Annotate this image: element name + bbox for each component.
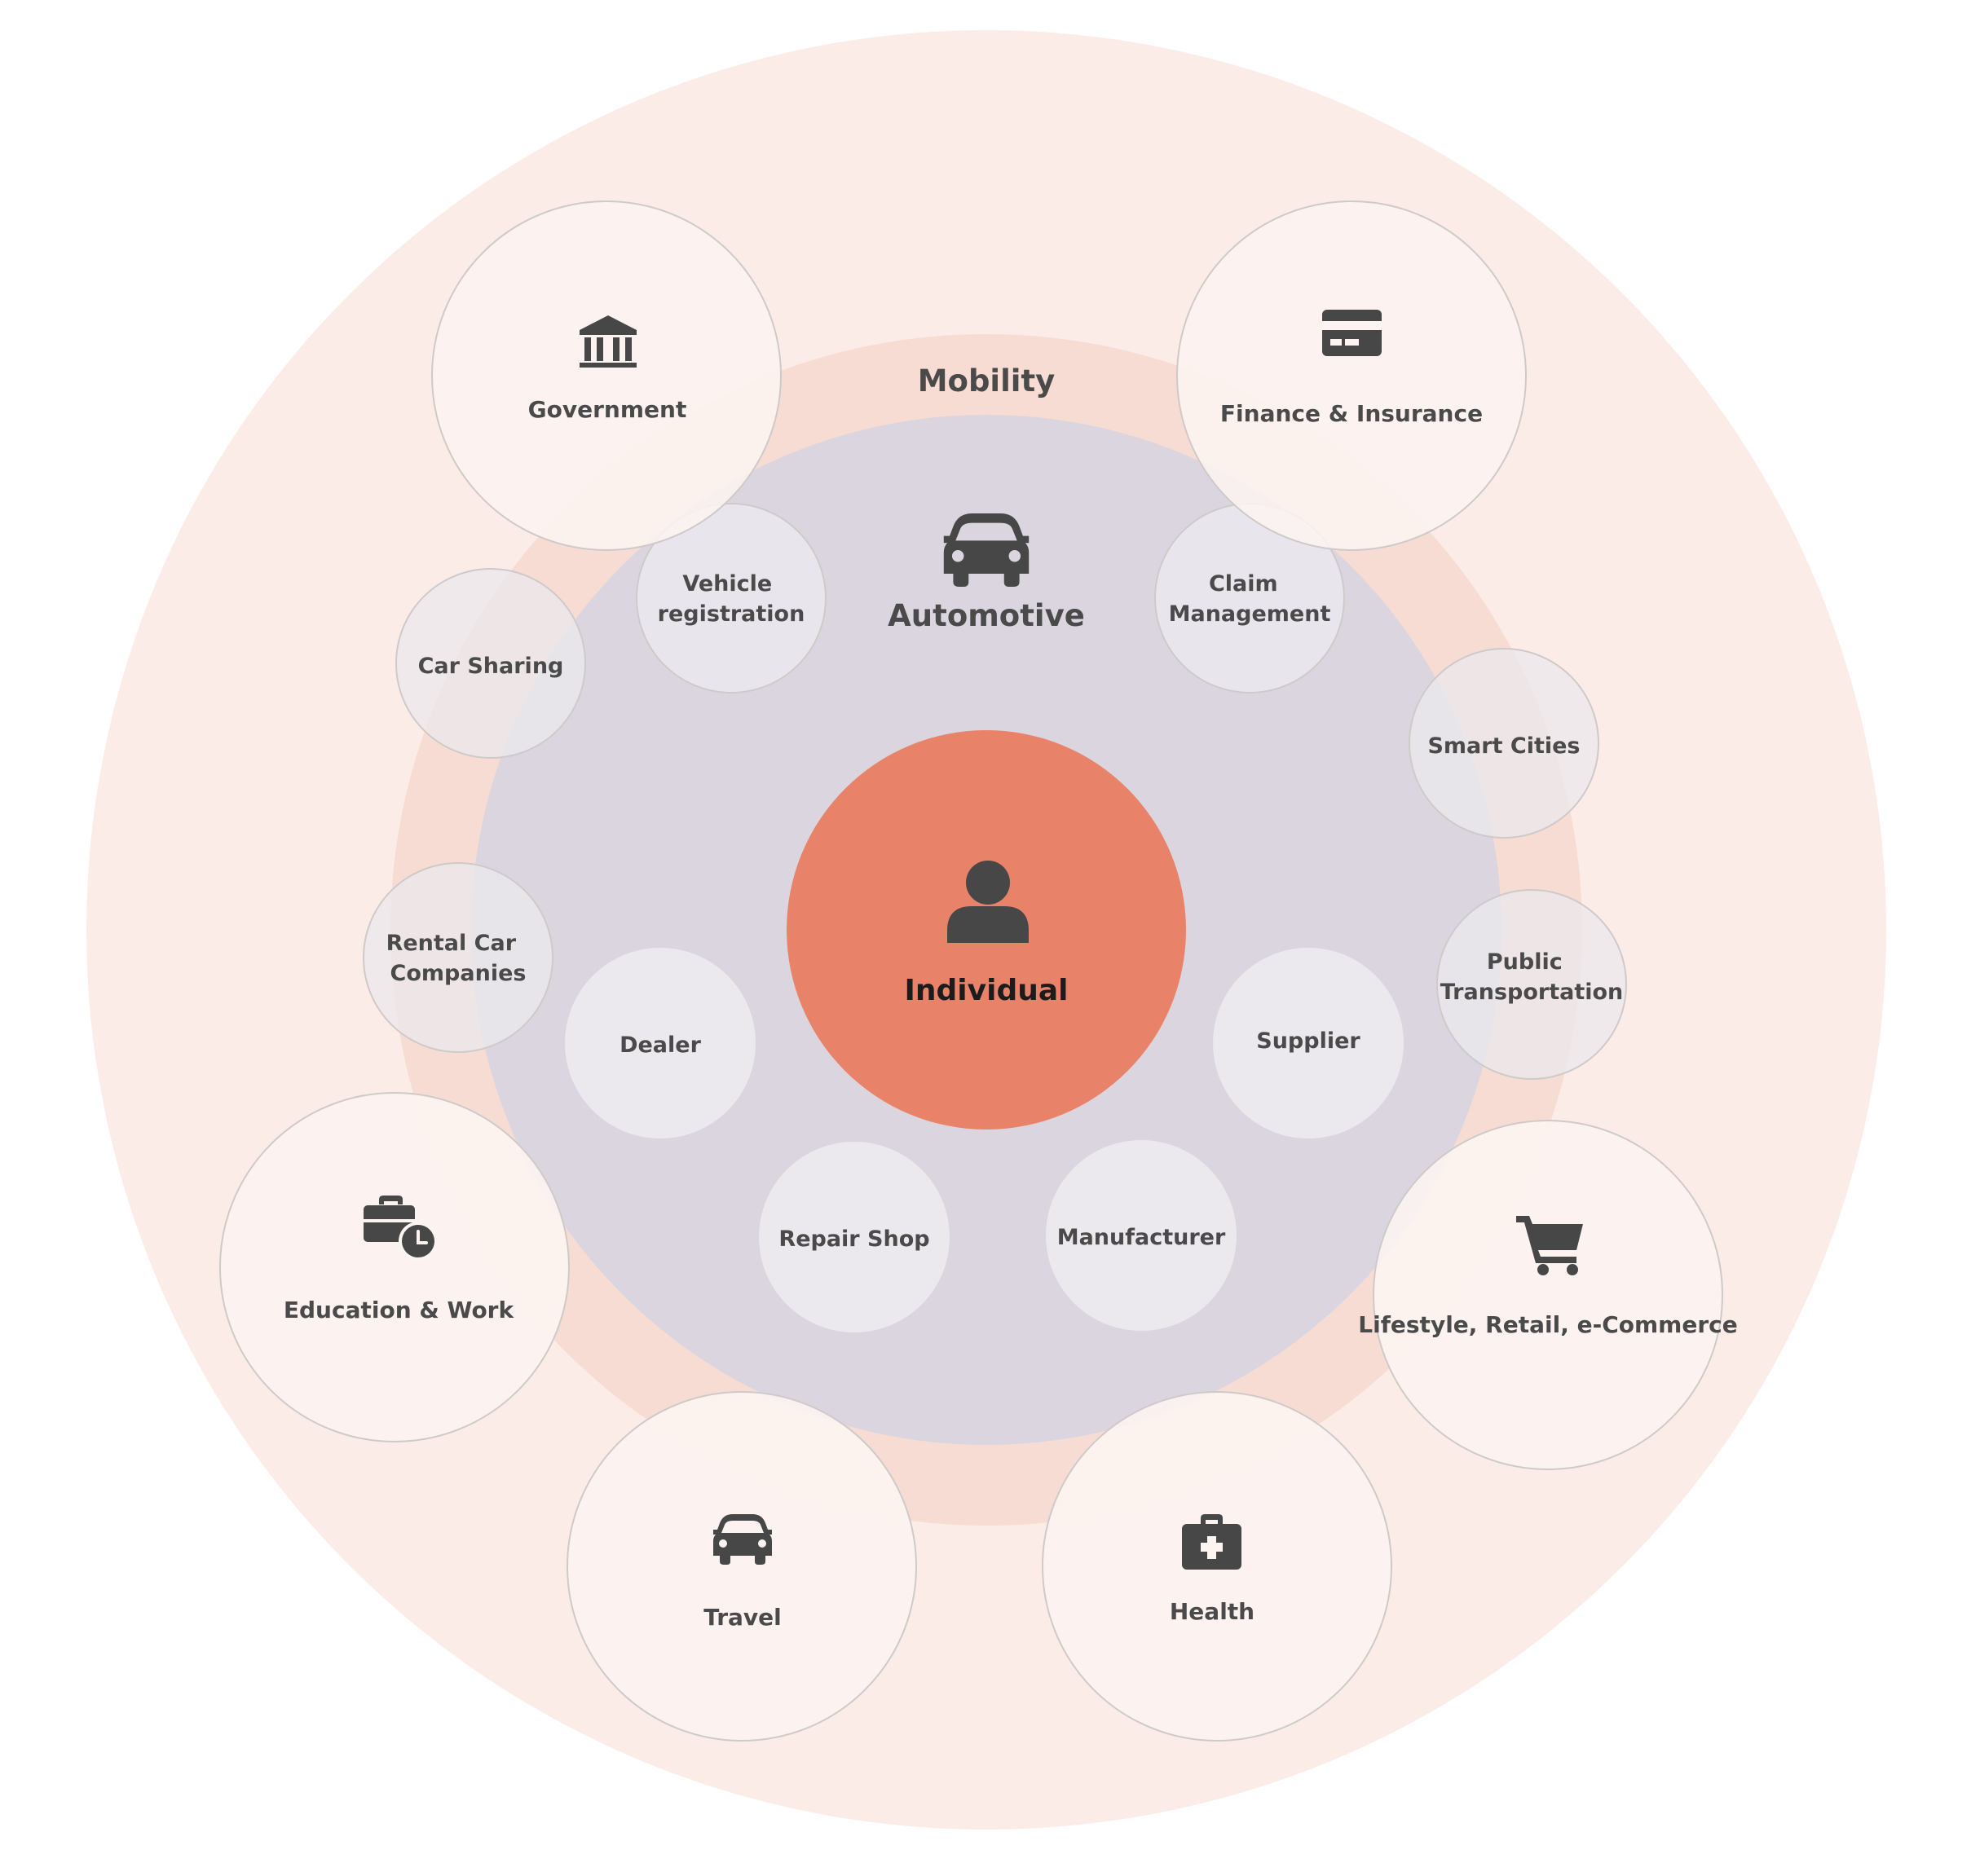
center-label: Individual <box>905 974 1069 1007</box>
node-label: Dealer <box>620 1033 702 1058</box>
node-rental-car-companies[interactable]: Rental Car Companies <box>363 862 553 1053</box>
credit-card-icon <box>1322 310 1382 356</box>
node-finance-insurance[interactable]: Finance & Insurance <box>1176 200 1527 551</box>
automotive-label: Automotive <box>888 598 1085 633</box>
mobility-label: Mobility <box>918 363 1056 399</box>
node-label: Car Sharing <box>418 654 564 679</box>
node-label: Travel <box>703 1604 782 1631</box>
node-supplier[interactable]: Supplier <box>1213 948 1404 1138</box>
center-node[interactable]: Individual <box>787 730 1186 1130</box>
node-vehicle-registration[interactable]: Vehicle registration <box>636 503 827 694</box>
bank-icon <box>580 315 637 368</box>
node-label: Education & Work <box>284 1297 515 1323</box>
node-label: Vehicle registration <box>658 571 805 627</box>
node-label: Claim Management <box>1169 571 1331 627</box>
node-lifestyle-retail[interactable]: Lifestyle, Retail, e-Commerce <box>1358 1120 1738 1470</box>
node-label: Government <box>528 396 687 423</box>
node-label: Health <box>1170 1598 1254 1625</box>
car-icon <box>943 513 1030 587</box>
node-label: Manufacturer <box>1057 1225 1226 1250</box>
node-manufacturer[interactable]: Manufacturer <box>1046 1140 1237 1331</box>
node-health[interactable]: Health <box>1042 1391 1392 1742</box>
shopping-cart-icon <box>1516 1216 1583 1275</box>
node-repair-shop[interactable]: Repair Shop <box>759 1142 950 1332</box>
node-label: Supplier <box>1256 1028 1360 1054</box>
node-education-work[interactable]: Education & Work <box>219 1092 570 1442</box>
node-label: Repair Shop <box>778 1226 929 1252</box>
node-label: Smart Cities <box>1427 733 1580 759</box>
node-label: Finance & Insurance <box>1220 400 1483 427</box>
node-car-sharing[interactable]: Car Sharing <box>395 568 586 759</box>
node-label: Lifestyle, Retail, e-Commerce <box>1358 1311 1737 1338</box>
node-label: Public Transportation <box>1440 949 1624 1005</box>
node-dealer[interactable]: Dealer <box>565 948 756 1138</box>
car-icon <box>713 1514 772 1565</box>
node-label: Rental Car Companies <box>386 931 527 986</box>
node-smart-cities[interactable]: Smart Cities <box>1409 648 1599 839</box>
node-public-transportation[interactable]: Public Transportation <box>1436 889 1627 1080</box>
node-travel[interactable]: Travel <box>567 1391 917 1742</box>
medical-kit-icon <box>1182 1514 1241 1570</box>
briefcase-clock-icon <box>364 1196 438 1261</box>
person-icon <box>947 861 1029 943</box>
node-government[interactable]: Government <box>431 200 782 551</box>
automotive-group: Automotive <box>888 513 1085 633</box>
